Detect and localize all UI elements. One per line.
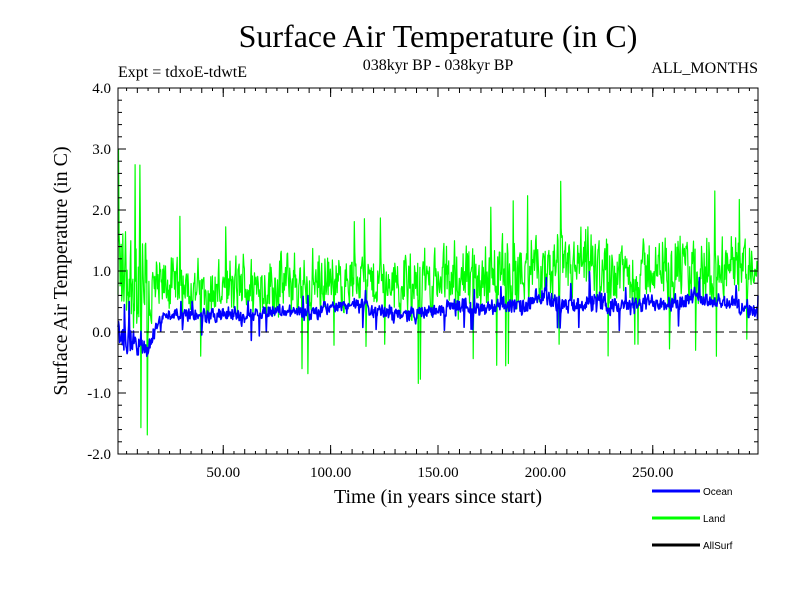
y-tick-label: 0.0 [92, 325, 111, 341]
y-tick-label: 3.0 [92, 142, 111, 158]
chart-subtitle-left: Expt = tdxoE-tdwtE [118, 64, 247, 81]
series-line-ocean [117, 270, 759, 358]
chart-subtitle-center: 038kyr BP - 038kyr BP [363, 57, 514, 74]
y-tick-label: -1.0 [87, 386, 111, 402]
legend: Ocean Land AllSurf [652, 487, 733, 552]
plot-area [117, 148, 759, 436]
x-axis-label: Time (in years since start) [334, 486, 542, 508]
x-axis: 50.00 100.00 150.00 200.00 250.00 [206, 88, 673, 481]
y-tick-label: 1.0 [92, 264, 111, 280]
x-tick-label: 100.00 [310, 465, 351, 481]
x-tick-label: 250.00 [632, 465, 673, 481]
x-tick-label: 50.00 [206, 465, 240, 481]
legend-label-ocean: Ocean [703, 487, 732, 498]
y-tick-label: 4.0 [92, 81, 111, 97]
x-tick-label: 200.00 [525, 465, 566, 481]
y-axis: -2.0 -1.0 0.0 1.0 2.0 3.0 4.0 [87, 81, 758, 463]
y-tick-label: 2.0 [92, 203, 111, 219]
legend-label-land: Land [703, 514, 725, 525]
legend-label-allsurf: AllSurf [703, 541, 733, 552]
series-line-land [117, 148, 759, 436]
chart-title: Surface Air Temperature (in C) [239, 18, 638, 54]
y-axis-label: Surface Air Temperature (in C) [50, 146, 72, 395]
y-tick-label: -2.0 [87, 447, 111, 463]
chart-subtitle-right: ALL_MONTHS [651, 60, 758, 77]
x-tick-label: 150.00 [417, 465, 458, 481]
